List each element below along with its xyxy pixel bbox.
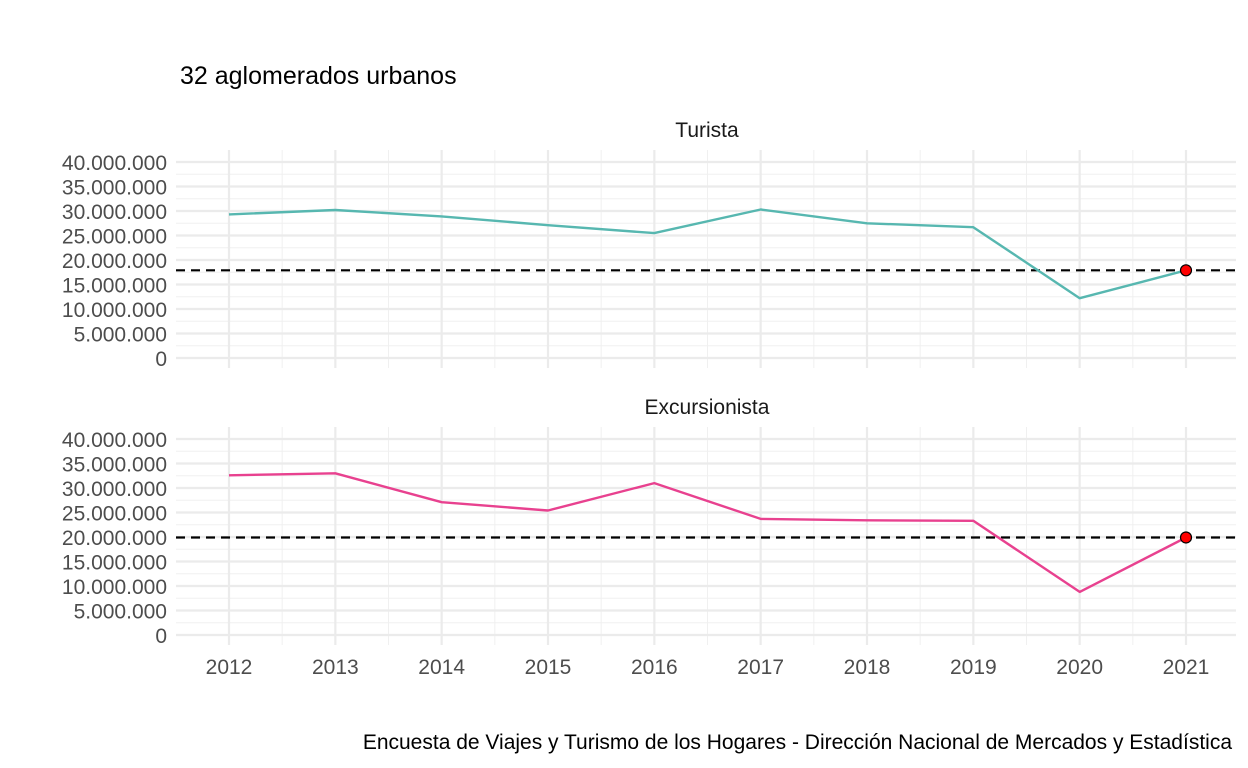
x-tick-label: 2014: [418, 656, 465, 679]
panel-turista: Turista 05.000.00010.000.00015.000.00020…: [62, 119, 1236, 371]
y-tick-label: 0: [155, 625, 167, 648]
y-tick-label: 10.000.000: [62, 299, 167, 322]
grid-turista: [176, 150, 1236, 368]
series-turista: [176, 208, 1236, 300]
x-tick-label: 2017: [737, 656, 784, 679]
x-tick-label: 2015: [525, 656, 572, 679]
y-tick-label: 20.000.000: [62, 527, 167, 550]
y-tick-label: 15.000.000: [62, 552, 167, 575]
x-tick-label: 2016: [631, 656, 678, 679]
series-line: [228, 208, 1187, 300]
x-tick-label: 2013: [312, 656, 359, 679]
y-axis-turista: 05.000.00010.000.00015.000.00020.000.000…: [62, 152, 167, 371]
facet-label-turista: Turista: [675, 119, 739, 142]
y-tick-label: 15.000.000: [62, 275, 167, 298]
series-line: [228, 472, 1187, 594]
y-tick-label: 25.000.000: [62, 503, 167, 526]
panel-excursionista: Excursionista 05.000.00010.000.00015.000…: [62, 396, 1236, 648]
y-tick-label: 25.000.000: [62, 226, 167, 249]
y-tick-label: 30.000.000: [62, 201, 167, 224]
chart-caption: Encuesta de Viajes y Turismo de los Hoga…: [363, 731, 1233, 754]
y-tick-label: 5.000.000: [74, 324, 167, 347]
y-tick-label: 5.000.000: [74, 601, 167, 624]
y-tick-label: 35.000.000: [62, 454, 167, 477]
x-tick-label: 2018: [844, 656, 891, 679]
y-tick-label: 35.000.000: [62, 177, 167, 200]
x-axis: 2012 2013 2014 2015 2016 2017 2018 2019 2020 2021: [206, 656, 1210, 679]
y-tick-label: 20.000.000: [62, 250, 167, 273]
x-tick-label: 2019: [950, 656, 997, 679]
series-excursionista: [176, 472, 1236, 594]
y-axis-excursionista: 05.000.00010.000.00015.000.00020.000.000…: [62, 429, 167, 648]
y-tick-label: 10.000.000: [62, 576, 167, 599]
grid-excursionista: [176, 427, 1236, 645]
y-tick-label: 40.000.000: [62, 429, 167, 452]
highlight-point: [1179, 531, 1193, 544]
x-tick-label: 2020: [1056, 656, 1103, 679]
x-tick-label: 2012: [206, 656, 253, 679]
x-tick-label: 2021: [1163, 656, 1210, 679]
y-tick-label: 40.000.000: [62, 152, 167, 175]
facet-label-excursionista: Excursionista: [645, 396, 770, 419]
highlight-point: [1179, 264, 1193, 277]
y-tick-label: 30.000.000: [62, 478, 167, 501]
y-tick-label: 0: [155, 348, 167, 371]
chart-title: 32 aglomerados urbanos: [180, 62, 457, 90]
